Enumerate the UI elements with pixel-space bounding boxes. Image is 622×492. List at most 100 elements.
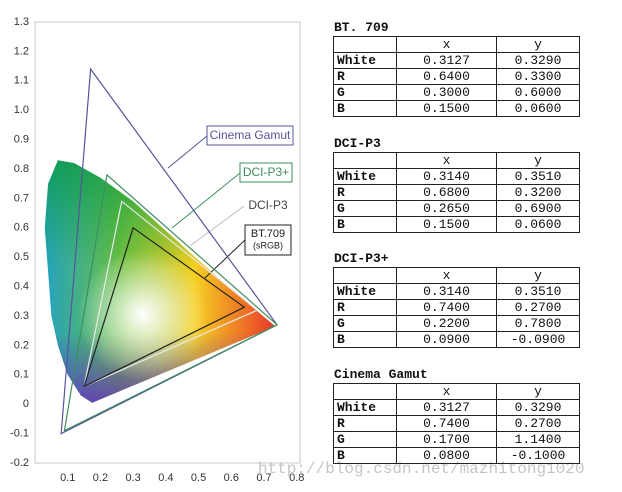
y-tick-label: 0.1: [14, 369, 29, 381]
table-title: DCI-P3+: [334, 251, 389, 266]
gamut-triangle: [83, 226, 246, 388]
gamut-triangle: [83, 200, 259, 388]
value-cell: 0.1700: [396, 431, 497, 448]
header-cell: x: [396, 383, 497, 400]
y-tick-label: 1.1: [14, 75, 29, 87]
header-cell: y: [496, 267, 580, 284]
gamut-label: BT.709: [251, 228, 285, 240]
header-cell: [333, 383, 397, 400]
gamut-label: DCI-P3+: [243, 165, 289, 179]
x-tick-label: 0.7: [256, 472, 271, 484]
row-label: B: [333, 216, 397, 233]
value-cell: -0.1000: [496, 447, 580, 464]
header-cell: [333, 36, 397, 53]
row-label: B: [333, 100, 397, 117]
value-cell: 0.2200: [396, 315, 497, 332]
header-cell: x: [396, 36, 497, 53]
y-tick-label: 1.2: [14, 45, 29, 57]
value-cell: 0.7400: [396, 299, 497, 316]
x-tick-label: 0.5: [191, 472, 206, 484]
y-tick-label: -0.2: [10, 457, 29, 469]
table-row: B 0.1500 0.0600: [333, 216, 580, 233]
table-row: G 0.2200 0.7800: [333, 315, 580, 332]
value-cell: 0.2700: [496, 299, 580, 316]
value-cell: 0.3140: [396, 283, 497, 300]
x-tick-label: 0.3: [125, 472, 140, 484]
header-cell: y: [496, 36, 580, 53]
value-cell: 0.7400: [396, 415, 497, 432]
header-cell: y: [496, 383, 580, 400]
value-cell: 0.2650: [396, 200, 497, 217]
table-title: BT. 709: [334, 20, 389, 35]
row-label: B: [333, 447, 397, 464]
table-row: White 0.3127 0.3290: [333, 399, 580, 416]
value-cell: 0.0600: [496, 100, 580, 117]
y-tick-label: 0.7: [14, 192, 29, 204]
value-cell: 0.3127: [396, 52, 497, 69]
header-cell: x: [396, 267, 497, 284]
table-title: DCI-P3: [334, 136, 381, 151]
row-label: R: [333, 184, 397, 201]
data-table: x y White 0.3127 0.3290 R 0.7400 0.2700 G 0.1700 1…: [333, 383, 580, 464]
row-label: G: [333, 84, 397, 101]
y-tick-label: 0.4: [14, 281, 29, 293]
value-cell: 0.3127: [396, 399, 497, 416]
row-label: R: [333, 68, 397, 85]
x-tick-label: 0.1: [60, 472, 75, 484]
y-tick-label: 0.8: [14, 163, 29, 175]
table-row: R 0.7400 0.2700: [333, 415, 580, 432]
y-tick-label: 1.3: [14, 16, 29, 28]
table-row: White 0.3140 0.3510: [333, 283, 580, 300]
table-row: R 0.7400 0.2700: [333, 299, 580, 316]
header-cell: [333, 267, 397, 284]
value-cell: 0.0900: [396, 331, 497, 348]
value-cell: 0.6800: [396, 184, 497, 201]
value-cell: 0.6400: [396, 68, 497, 85]
y-tick-label: 0.3: [14, 310, 29, 322]
row-label: G: [333, 431, 397, 448]
value-cell: 0.6900: [496, 200, 580, 217]
table-row: R 0.6400 0.3300: [333, 68, 580, 85]
value-cell: 0.1500: [396, 100, 497, 117]
row-label: White: [333, 399, 397, 416]
data-table: x y White 0.3140 0.3510 R 0.6800 0.3200 G 0.2650 0…: [333, 152, 580, 233]
value-cell: 0.3290: [496, 399, 580, 416]
row-label: G: [333, 200, 397, 217]
row-label: G: [333, 315, 397, 332]
value-cell: 0.6000: [496, 84, 580, 101]
data-table: x y White 0.3127 0.3290 R 0.6400 0.3300 G 0.3000 0…: [333, 36, 580, 117]
y-tick-label: -0.1: [10, 428, 29, 440]
header-cell: y: [496, 152, 580, 169]
gamut-triangle: [63, 173, 279, 432]
value-cell: 1.1400: [496, 431, 580, 448]
table-title: Cinema Gamut: [334, 367, 428, 382]
table-row: B 0.0800 -0.1000: [333, 447, 580, 464]
table-row: G 0.1700 1.1400: [333, 431, 580, 448]
table-row: R 0.6800 0.3200: [333, 184, 580, 201]
value-cell: 0.3000: [396, 84, 497, 101]
value-cell: 0.0800: [396, 447, 497, 464]
gamut-sublabel: (sRGB): [253, 240, 283, 250]
value-cell: 0.3510: [496, 168, 580, 185]
row-label: White: [333, 168, 397, 185]
value-cell: -0.0900: [496, 331, 580, 348]
value-cell: 0.1500: [396, 216, 497, 233]
value-cell: 0.3200: [496, 184, 580, 201]
row-label: B: [333, 331, 397, 348]
header-cell: x: [396, 152, 497, 169]
table-row: White 0.3127 0.3290: [333, 52, 580, 69]
table-row: G 0.2650 0.6900: [333, 200, 580, 217]
table-row: G 0.3000 0.6000: [333, 84, 580, 101]
y-tick-label: 0: [23, 398, 29, 410]
x-tick-label: 0.8: [289, 472, 304, 484]
row-label: R: [333, 299, 397, 316]
table-row: White 0.3140 0.3510: [333, 168, 580, 185]
value-cell: 0.3290: [496, 52, 580, 69]
leader-lines: [167, 135, 246, 279]
